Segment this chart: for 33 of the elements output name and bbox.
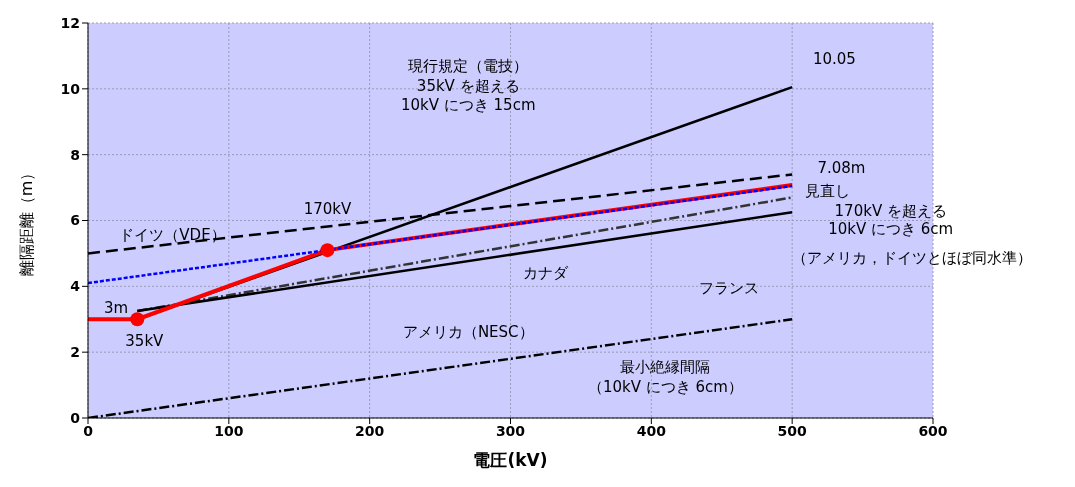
x-axis-title: 電圧(kV) bbox=[473, 450, 548, 470]
annotation: 10.05 bbox=[812, 50, 856, 69]
annotation: 170kV を超える bbox=[834, 201, 947, 220]
y-axis-title: 離隔距離（m） bbox=[16, 164, 36, 277]
x-tick-label: 300 bbox=[495, 422, 526, 439]
annotation: 10kV につき 6cm bbox=[828, 219, 954, 238]
y-tick-label: 8 bbox=[70, 146, 80, 163]
annotation: 3m bbox=[104, 298, 129, 317]
annotation: カナダ bbox=[523, 264, 570, 283]
y-tick-label: 12 bbox=[60, 14, 80, 31]
annotation: 現行規定（電技） bbox=[408, 56, 529, 75]
annotation: アメリカ（NESC） bbox=[402, 323, 534, 342]
y-tick-label: 10 bbox=[60, 80, 81, 97]
y-tick-label: 6 bbox=[70, 212, 80, 229]
x-tick-label: 500 bbox=[777, 422, 808, 439]
y-tick-label: 2 bbox=[70, 344, 80, 361]
x-tick-label: 0 bbox=[83, 422, 94, 439]
x-tick-label: 600 bbox=[918, 422, 948, 439]
x-tick-label: 400 bbox=[636, 422, 667, 439]
annotation: （10kV につき 6cm） bbox=[587, 377, 743, 396]
x-tick-label: 200 bbox=[355, 422, 385, 439]
y-tick-label: 0 bbox=[70, 409, 81, 426]
annotation: 最小絶縁間隔 bbox=[620, 357, 711, 376]
annotation: （アメリカ，ドイツとほぼ同水準） bbox=[791, 249, 1032, 268]
annotation: 10kV につき 15cm bbox=[400, 96, 536, 115]
annotation: 7.08m bbox=[817, 158, 866, 177]
annotation: 35kV を超える bbox=[416, 76, 520, 95]
annotation: 35kV bbox=[125, 331, 165, 350]
annotation: 見直し bbox=[804, 181, 850, 200]
annotation: フランス bbox=[698, 278, 759, 297]
annotation: 170kV bbox=[303, 199, 352, 218]
x-tick-label: 100 bbox=[214, 422, 244, 439]
y-tick-label: 4 bbox=[70, 278, 81, 295]
